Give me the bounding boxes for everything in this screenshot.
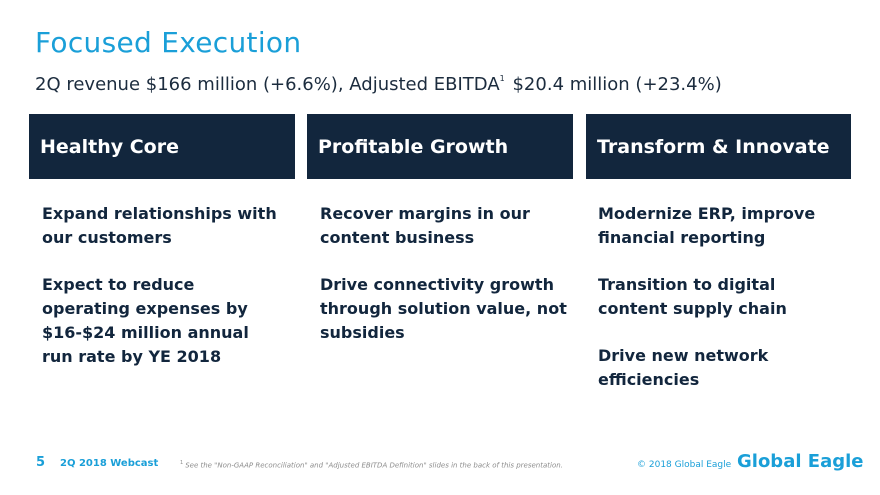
footnote-ref: 1 — [180, 460, 184, 466]
page-number: 5 — [36, 455, 46, 470]
global-eagle-logo: Global Eagle — [737, 451, 864, 472]
event-name: 2Q 2018 Webcast — [60, 458, 159, 469]
bullet-text: Recover margins in our content business — [320, 204, 530, 247]
footnote: 1 See the "Non-GAAP Reconciliation" and "… — [180, 460, 563, 469]
slide-title: Focused Execution — [35, 26, 302, 59]
subtitle-text-2: $20.4 million (+23.4%) — [512, 74, 722, 95]
slide-subtitle: 2Q revenue $166 million (+6.6%), Adjuste… — [35, 74, 722, 95]
column-header-transform-innovate: Transform & Innovate — [586, 114, 851, 179]
column-header-profitable-growth: Profitable Growth — [307, 114, 573, 179]
column-body-healthy-core: Expand relationships with our customers … — [42, 202, 282, 392]
footnote-text: See the "Non-GAAP Reconciliation" and "A… — [185, 461, 563, 470]
footnote-marker: 1 — [499, 74, 505, 83]
bullet-text: Expect to reduce operating expenses by $… — [42, 275, 249, 366]
copyright: © 2018 Global Eagle — [637, 460, 732, 470]
column-body-transform-innovate: Modernize ERP, improve financial reporti… — [598, 202, 850, 415]
bullet-text: Drive new network efficiencies — [598, 346, 769, 389]
bullet-text: Drive connectivity growth through soluti… — [320, 275, 567, 342]
subtitle-text-1: 2Q revenue $166 million (+6.6%), Adjuste… — [35, 74, 500, 95]
bullet-text: Expand relationships with our customers — [42, 204, 277, 247]
column-body-profitable-growth: Recover margins in our content business … — [320, 202, 572, 368]
bullet-text: Modernize ERP, improve financial reporti… — [598, 204, 816, 247]
bullet-text: Transition to digital content supply cha… — [598, 275, 787, 318]
column-header-healthy-core: Healthy Core — [29, 114, 295, 179]
